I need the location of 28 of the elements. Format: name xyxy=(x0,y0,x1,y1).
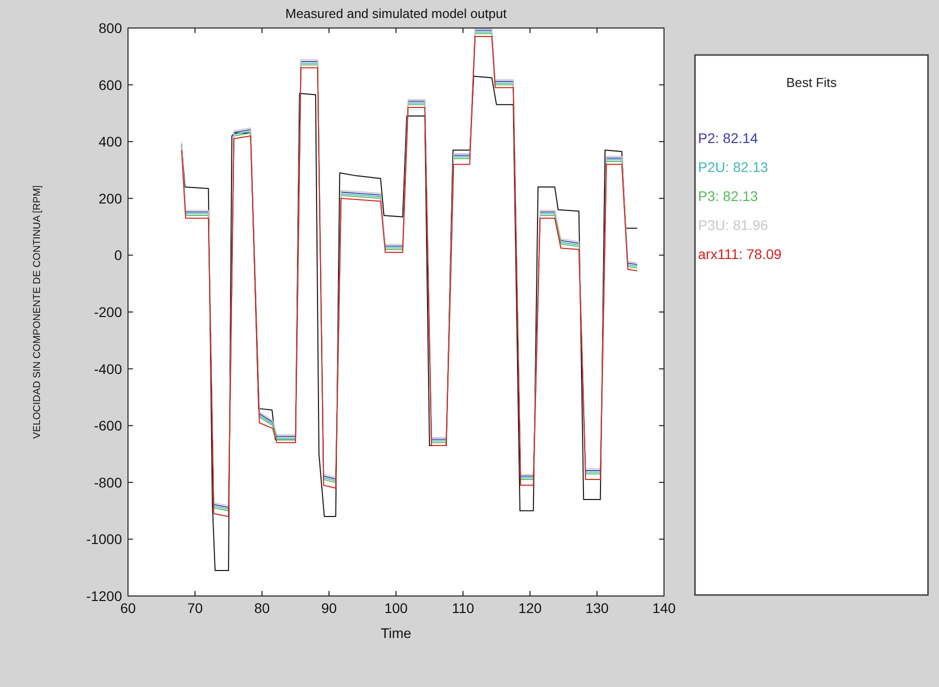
y-tick-label: -600 xyxy=(94,418,122,434)
y-tick-label: 800 xyxy=(98,20,122,36)
y-axis-title: VELOCIDAD SIN COMPONENTE DE CONTINUA [RPM] xyxy=(32,185,43,439)
y-tick-label: -1000 xyxy=(86,531,122,548)
y-tick-label: 600 xyxy=(98,76,122,93)
x-tick-label: 70 xyxy=(187,600,203,616)
y-tick-label: 400 xyxy=(98,134,122,150)
x-tick-label: 130 xyxy=(585,600,609,616)
y-tick-label: -200 xyxy=(94,304,122,320)
x-tick-label: 60 xyxy=(120,600,136,616)
y-tick-label: 200 xyxy=(98,190,122,206)
text: P3: 82.13 xyxy=(698,188,758,204)
x-axis-title: Time xyxy=(380,625,412,641)
text: P2: 82.14 xyxy=(698,130,758,146)
y-tick-label: -400 xyxy=(94,360,122,377)
legend-title: Best Fits xyxy=(786,75,838,90)
text: arx111: 78.09 xyxy=(698,246,782,262)
text: P2U: 82.13 xyxy=(698,159,768,175)
y-tick-label: -800 xyxy=(94,474,122,490)
x-tick-label: 100 xyxy=(384,600,408,616)
x-tick-label: 90 xyxy=(321,600,337,616)
chart-title: Measured and simulated model output xyxy=(285,6,507,21)
y-tick-label: 0 xyxy=(114,247,122,264)
y-tick-label: -1200 xyxy=(86,588,122,604)
x-tick-label: 140 xyxy=(652,600,676,616)
x-tick-label: 110 xyxy=(452,600,474,616)
x-tick-label: 120 xyxy=(518,600,542,616)
x-tick-label: 80 xyxy=(254,600,270,616)
